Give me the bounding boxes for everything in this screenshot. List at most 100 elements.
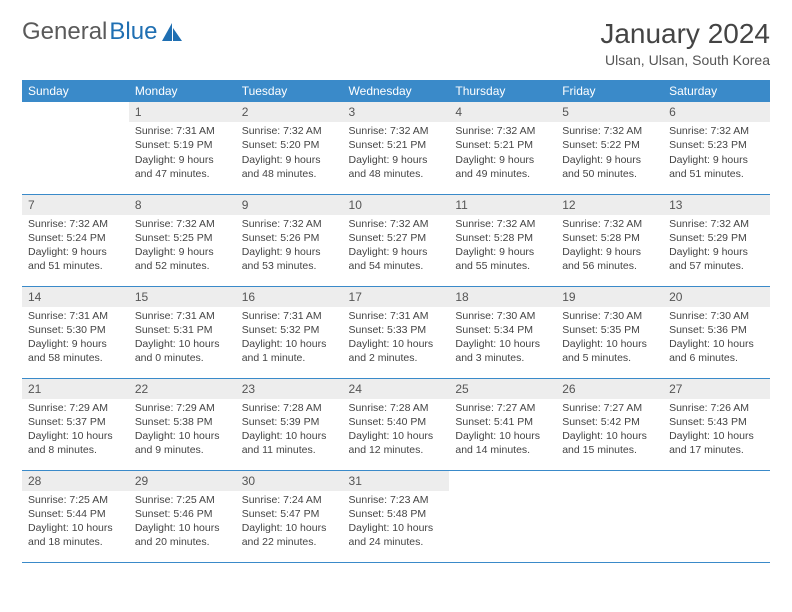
day-number: 30 [236, 471, 343, 491]
calendar-cell: 27Sunrise: 7:26 AMSunset: 5:43 PMDayligh… [663, 378, 770, 470]
weekday-header: Tuesday [236, 80, 343, 102]
calendar-cell: 22Sunrise: 7:29 AMSunset: 5:38 PMDayligh… [129, 378, 236, 470]
day-details: Sunrise: 7:25 AMSunset: 5:44 PMDaylight:… [22, 491, 129, 554]
day-number: 21 [22, 379, 129, 399]
day-number: 19 [556, 287, 663, 307]
day-number: 9 [236, 195, 343, 215]
calendar-row: 21Sunrise: 7:29 AMSunset: 5:37 PMDayligh… [22, 378, 770, 470]
calendar-cell: 1Sunrise: 7:31 AMSunset: 5:19 PMDaylight… [129, 102, 236, 194]
calendar-cell: 8Sunrise: 7:32 AMSunset: 5:25 PMDaylight… [129, 194, 236, 286]
day-number: 10 [343, 195, 450, 215]
day-details: Sunrise: 7:29 AMSunset: 5:37 PMDaylight:… [22, 399, 129, 462]
day-details: Sunrise: 7:31 AMSunset: 5:31 PMDaylight:… [129, 307, 236, 370]
calendar-cell: 25Sunrise: 7:27 AMSunset: 5:41 PMDayligh… [449, 378, 556, 470]
day-details: Sunrise: 7:27 AMSunset: 5:42 PMDaylight:… [556, 399, 663, 462]
calendar-row: 1Sunrise: 7:31 AMSunset: 5:19 PMDaylight… [22, 102, 770, 194]
day-details: Sunrise: 7:32 AMSunset: 5:28 PMDaylight:… [449, 215, 556, 278]
day-details: Sunrise: 7:32 AMSunset: 5:26 PMDaylight:… [236, 215, 343, 278]
calendar-cell: 5Sunrise: 7:32 AMSunset: 5:22 PMDaylight… [556, 102, 663, 194]
calendar-row: 14Sunrise: 7:31 AMSunset: 5:30 PMDayligh… [22, 286, 770, 378]
day-number: 28 [22, 471, 129, 491]
day-details: Sunrise: 7:31 AMSunset: 5:33 PMDaylight:… [343, 307, 450, 370]
day-details: Sunrise: 7:32 AMSunset: 5:22 PMDaylight:… [556, 122, 663, 185]
day-number: 29 [129, 471, 236, 491]
day-number-empty [663, 471, 770, 491]
title-block: January 2024 Ulsan, Ulsan, South Korea [600, 18, 770, 68]
day-number: 7 [22, 195, 129, 215]
calendar-cell: 3Sunrise: 7:32 AMSunset: 5:21 PMDaylight… [343, 102, 450, 194]
day-number-empty [556, 471, 663, 491]
weekday-header: Monday [129, 80, 236, 102]
calendar-cell: 9Sunrise: 7:32 AMSunset: 5:26 PMDaylight… [236, 194, 343, 286]
calendar-cell: 12Sunrise: 7:32 AMSunset: 5:28 PMDayligh… [556, 194, 663, 286]
day-details: Sunrise: 7:32 AMSunset: 5:28 PMDaylight:… [556, 215, 663, 278]
weekday-header: Wednesday [343, 80, 450, 102]
day-details: Sunrise: 7:31 AMSunset: 5:19 PMDaylight:… [129, 122, 236, 185]
calendar-cell: 2Sunrise: 7:32 AMSunset: 5:20 PMDaylight… [236, 102, 343, 194]
calendar-row: 28Sunrise: 7:25 AMSunset: 5:44 PMDayligh… [22, 470, 770, 562]
day-details: Sunrise: 7:32 AMSunset: 5:21 PMDaylight:… [343, 122, 450, 185]
calendar-cell: 4Sunrise: 7:32 AMSunset: 5:21 PMDaylight… [449, 102, 556, 194]
day-details: Sunrise: 7:25 AMSunset: 5:46 PMDaylight:… [129, 491, 236, 554]
calendar-cell [556, 470, 663, 562]
day-number: 22 [129, 379, 236, 399]
day-number: 13 [663, 195, 770, 215]
day-details: Sunrise: 7:23 AMSunset: 5:48 PMDaylight:… [343, 491, 450, 554]
calendar-cell: 20Sunrise: 7:30 AMSunset: 5:36 PMDayligh… [663, 286, 770, 378]
weekday-header: Sunday [22, 80, 129, 102]
weekday-header: Friday [556, 80, 663, 102]
brand-logo: GeneralBlue [22, 18, 183, 46]
day-details: Sunrise: 7:30 AMSunset: 5:35 PMDaylight:… [556, 307, 663, 370]
weekday-header: Thursday [449, 80, 556, 102]
day-details: Sunrise: 7:31 AMSunset: 5:30 PMDaylight:… [22, 307, 129, 370]
location-subtitle: Ulsan, Ulsan, South Korea [600, 52, 770, 68]
calendar-cell: 17Sunrise: 7:31 AMSunset: 5:33 PMDayligh… [343, 286, 450, 378]
day-number-empty [449, 471, 556, 491]
day-number: 24 [343, 379, 450, 399]
day-number: 1 [129, 102, 236, 122]
calendar-cell: 26Sunrise: 7:27 AMSunset: 5:42 PMDayligh… [556, 378, 663, 470]
day-details: Sunrise: 7:30 AMSunset: 5:34 PMDaylight:… [449, 307, 556, 370]
day-number: 3 [343, 102, 450, 122]
calendar-cell: 13Sunrise: 7:32 AMSunset: 5:29 PMDayligh… [663, 194, 770, 286]
calendar-cell: 16Sunrise: 7:31 AMSunset: 5:32 PMDayligh… [236, 286, 343, 378]
brand-part2: Blue [109, 18, 157, 46]
calendar-cell: 19Sunrise: 7:30 AMSunset: 5:35 PMDayligh… [556, 286, 663, 378]
day-number: 17 [343, 287, 450, 307]
calendar-cell: 21Sunrise: 7:29 AMSunset: 5:37 PMDayligh… [22, 378, 129, 470]
day-number: 31 [343, 471, 450, 491]
calendar-cell: 31Sunrise: 7:23 AMSunset: 5:48 PMDayligh… [343, 470, 450, 562]
day-number: 26 [556, 379, 663, 399]
day-number: 2 [236, 102, 343, 122]
day-details: Sunrise: 7:32 AMSunset: 5:29 PMDaylight:… [663, 215, 770, 278]
calendar-cell: 30Sunrise: 7:24 AMSunset: 5:47 PMDayligh… [236, 470, 343, 562]
day-details: Sunrise: 7:32 AMSunset: 5:21 PMDaylight:… [449, 122, 556, 185]
calendar-cell: 7Sunrise: 7:32 AMSunset: 5:24 PMDaylight… [22, 194, 129, 286]
day-details: Sunrise: 7:28 AMSunset: 5:40 PMDaylight:… [343, 399, 450, 462]
day-details: Sunrise: 7:31 AMSunset: 5:32 PMDaylight:… [236, 307, 343, 370]
day-details: Sunrise: 7:28 AMSunset: 5:39 PMDaylight:… [236, 399, 343, 462]
calendar-body: 1Sunrise: 7:31 AMSunset: 5:19 PMDaylight… [22, 102, 770, 562]
day-details: Sunrise: 7:30 AMSunset: 5:36 PMDaylight:… [663, 307, 770, 370]
day-number: 8 [129, 195, 236, 215]
calendar-cell: 11Sunrise: 7:32 AMSunset: 5:28 PMDayligh… [449, 194, 556, 286]
day-number: 11 [449, 195, 556, 215]
calendar-table: SundayMondayTuesdayWednesdayThursdayFrid… [22, 80, 770, 563]
day-number: 15 [129, 287, 236, 307]
day-details: Sunrise: 7:32 AMSunset: 5:27 PMDaylight:… [343, 215, 450, 278]
calendar-cell: 14Sunrise: 7:31 AMSunset: 5:30 PMDayligh… [22, 286, 129, 378]
day-details: Sunrise: 7:32 AMSunset: 5:23 PMDaylight:… [663, 122, 770, 185]
day-number: 12 [556, 195, 663, 215]
day-number: 18 [449, 287, 556, 307]
day-number: 25 [449, 379, 556, 399]
day-number: 14 [22, 287, 129, 307]
brand-part1: General [22, 18, 107, 46]
weekday-header: Saturday [663, 80, 770, 102]
calendar-cell: 15Sunrise: 7:31 AMSunset: 5:31 PMDayligh… [129, 286, 236, 378]
calendar-cell: 6Sunrise: 7:32 AMSunset: 5:23 PMDaylight… [663, 102, 770, 194]
day-details: Sunrise: 7:29 AMSunset: 5:38 PMDaylight:… [129, 399, 236, 462]
calendar-cell [449, 470, 556, 562]
weekday-header-row: SundayMondayTuesdayWednesdayThursdayFrid… [22, 80, 770, 102]
page-title: January 2024 [600, 18, 770, 50]
day-details: Sunrise: 7:27 AMSunset: 5:41 PMDaylight:… [449, 399, 556, 462]
